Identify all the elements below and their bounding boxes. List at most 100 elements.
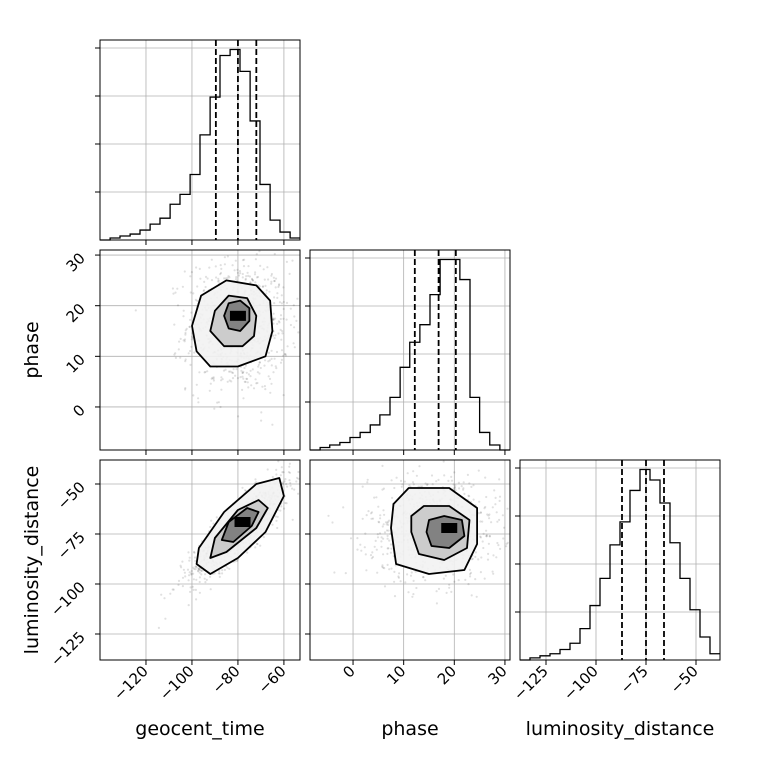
x-tick-label: −100 xyxy=(560,662,602,704)
sample-point xyxy=(382,509,385,512)
sample-point xyxy=(228,370,231,373)
sample-point xyxy=(407,591,410,594)
sample-point xyxy=(479,520,482,523)
sample-point xyxy=(188,325,191,328)
sample-point xyxy=(223,277,226,280)
sample-point xyxy=(270,280,273,283)
sample-point xyxy=(221,378,224,381)
sample-point xyxy=(200,569,203,572)
sample-point xyxy=(426,483,429,486)
histogram-step-phase xyxy=(310,258,510,451)
sample-point xyxy=(190,572,193,575)
sample-point xyxy=(256,542,259,546)
sample-point xyxy=(281,481,284,484)
sample-point xyxy=(481,540,484,543)
sample-point xyxy=(272,371,275,374)
sample-point xyxy=(288,462,291,465)
sample-point xyxy=(492,572,495,575)
sample-point xyxy=(247,386,250,389)
sample-point xyxy=(379,517,382,520)
sample-point xyxy=(189,349,192,353)
sample-point xyxy=(203,289,206,292)
sample-point xyxy=(272,318,275,321)
sample-point xyxy=(485,529,488,532)
sample-point xyxy=(274,317,277,320)
sample-point xyxy=(245,377,248,380)
sample-point xyxy=(415,586,418,590)
sample-point xyxy=(179,337,182,340)
x-tick-label: 30 xyxy=(485,662,511,688)
sample-point xyxy=(224,277,227,280)
y-tick-label: 30 xyxy=(63,249,89,275)
sample-point xyxy=(477,469,480,472)
x-tick-label: 10 xyxy=(383,662,409,688)
sample-point xyxy=(272,276,275,279)
sample-point xyxy=(386,547,389,550)
sample-point xyxy=(277,284,281,287)
sample-point xyxy=(408,484,411,487)
sample-point xyxy=(280,505,283,508)
sample-point xyxy=(237,415,240,418)
sample-point xyxy=(377,505,380,508)
sample-point xyxy=(283,480,286,483)
sample-point xyxy=(199,277,202,280)
sample-point xyxy=(238,270,242,273)
sample-point xyxy=(192,588,195,592)
sample-point xyxy=(274,515,277,518)
sample-point xyxy=(172,588,175,591)
sample-point xyxy=(261,285,264,288)
sample-point xyxy=(244,380,247,383)
sample-point xyxy=(448,583,451,586)
sample-point xyxy=(204,370,207,374)
sample-point xyxy=(185,327,188,330)
sample-point xyxy=(477,512,480,515)
sample-point xyxy=(262,268,265,271)
sample-point xyxy=(388,539,391,542)
sample-point xyxy=(442,460,445,463)
sample-point xyxy=(385,523,388,526)
sample-point xyxy=(452,573,455,576)
sample-point xyxy=(296,476,299,479)
sample-point xyxy=(282,286,285,289)
sample-point xyxy=(289,307,292,310)
sample-point xyxy=(457,481,460,484)
contour-level-3 xyxy=(220,507,260,543)
sample-point xyxy=(382,553,385,556)
sample-point xyxy=(216,401,219,404)
sample-point xyxy=(249,375,252,378)
sample-point xyxy=(293,326,296,329)
sample-point xyxy=(247,373,250,376)
sample-point xyxy=(183,338,187,341)
sample-point xyxy=(491,506,494,509)
sample-point xyxy=(209,575,212,578)
sample-point xyxy=(198,267,201,270)
sample-point xyxy=(239,376,242,379)
sample-point xyxy=(496,520,499,523)
sample-point xyxy=(220,388,223,391)
sample-point xyxy=(450,475,453,478)
sample-point xyxy=(187,579,190,582)
sample-point xyxy=(442,577,445,580)
sample-point xyxy=(409,574,413,577)
sample-point xyxy=(383,567,386,570)
sample-point xyxy=(285,301,289,304)
panel-frame xyxy=(309,249,511,451)
sample-point xyxy=(485,535,488,538)
scatter-panel-geocent_time-vs-phase xyxy=(95,249,301,455)
sample-point xyxy=(191,585,194,588)
sample-point xyxy=(248,275,251,278)
sample-point xyxy=(193,351,196,354)
sample-point xyxy=(437,587,441,591)
sample-point xyxy=(197,397,200,400)
sample-point xyxy=(412,579,415,583)
sample-point xyxy=(258,250,261,253)
sample-point xyxy=(220,376,223,379)
sample-point xyxy=(198,571,201,574)
sample-point xyxy=(203,371,206,374)
sample-point xyxy=(192,292,195,295)
sample-point xyxy=(375,548,378,551)
sample-point xyxy=(234,259,237,262)
sample-point xyxy=(198,591,201,594)
sample-point xyxy=(375,496,378,499)
sample-point xyxy=(382,523,385,526)
